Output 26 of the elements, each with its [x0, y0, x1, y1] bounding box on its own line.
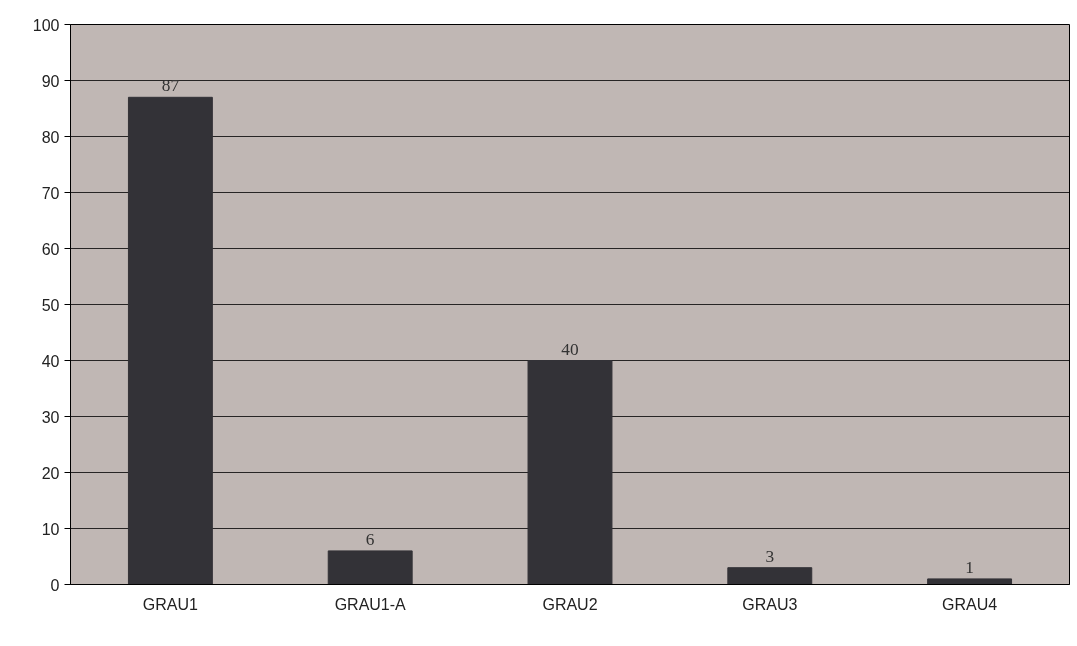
bar [327, 550, 413, 585]
y-tick-label: 0 [50, 576, 60, 594]
y-tick-label: 60 [41, 240, 60, 258]
y-tick-label: 10 [41, 520, 60, 538]
bar [727, 567, 813, 585]
y-tick-label: 70 [41, 184, 60, 202]
y-tick-label: 100 [32, 16, 60, 34]
y-tick-label: 80 [41, 128, 60, 146]
data-label: 1 [965, 557, 974, 577]
data-label: 40 [561, 339, 579, 359]
bar [927, 578, 1013, 585]
y-tick-label: 30 [41, 408, 60, 426]
bar [527, 360, 613, 585]
x-tick-label: GRAU1 [142, 595, 199, 613]
data-label: 87 [161, 76, 180, 96]
x-tick-label: GRAU1-A [334, 595, 407, 613]
x-tick-label: GRAU3 [742, 595, 798, 613]
y-tick-label: 90 [41, 72, 60, 90]
x-tick-label: GRAU2 [542, 595, 598, 613]
y-tick-label: 20 [41, 464, 60, 482]
y-tick-label: 40 [41, 352, 60, 370]
bar [127, 96, 213, 585]
data-label: 6 [365, 529, 375, 549]
data-label: 3 [765, 546, 775, 566]
x-tick-label: GRAU4 [942, 595, 998, 613]
y-tick-label: 50 [41, 296, 60, 314]
